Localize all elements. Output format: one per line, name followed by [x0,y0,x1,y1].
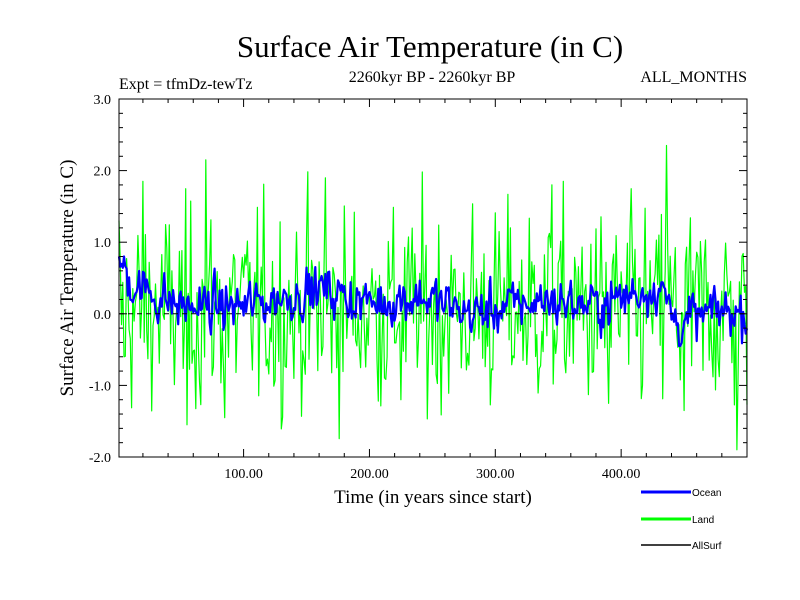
plot-frame [118,98,748,458]
y-tick-label: 0.0 [94,308,112,323]
x-axis-ticks: 100.00 200.00 300.00 400.00 [142,99,723,482]
x-tick-label: 400.00 [602,467,641,482]
chart-title: Surface Air Temperature (in C) [237,29,623,64]
y-tick-label: 3.0 [94,93,112,108]
chart-subtitle: 2260kyr BP - 2260kyr BP [349,69,516,86]
legend-ocean-label: Ocean [692,488,721,499]
legend-land-label: Land [692,515,714,526]
y-axis-ticks: -2.0 -1.0 0.0 1.0 2.0 3.0 [89,93,747,466]
x-tick-label: 100.00 [224,467,263,482]
months-label: ALL_MONTHS [640,69,747,86]
y-tick-label: 2.0 [94,165,112,180]
x-axis-label: Time (in years since start) [334,487,532,508]
y-tick-label: -1.0 [89,379,111,394]
series-layer [117,144,749,451]
x-tick-label: 300.00 [476,467,515,482]
legend-allsurf-label: AllSurf [692,541,722,552]
series-line-ocean [117,255,749,348]
plot-area [117,144,749,451]
legend: Ocean Land AllSurf [641,488,722,552]
y-tick-label: -2.0 [89,451,111,466]
expt-label: Expt = tfmDz-tewTz [119,76,252,93]
y-tick-label: 1.0 [94,236,112,251]
series-line-land [118,144,748,451]
x-tick-label: 200.00 [350,467,389,482]
y-axis-label: Surface Air Temperature (in C) [57,160,78,397]
